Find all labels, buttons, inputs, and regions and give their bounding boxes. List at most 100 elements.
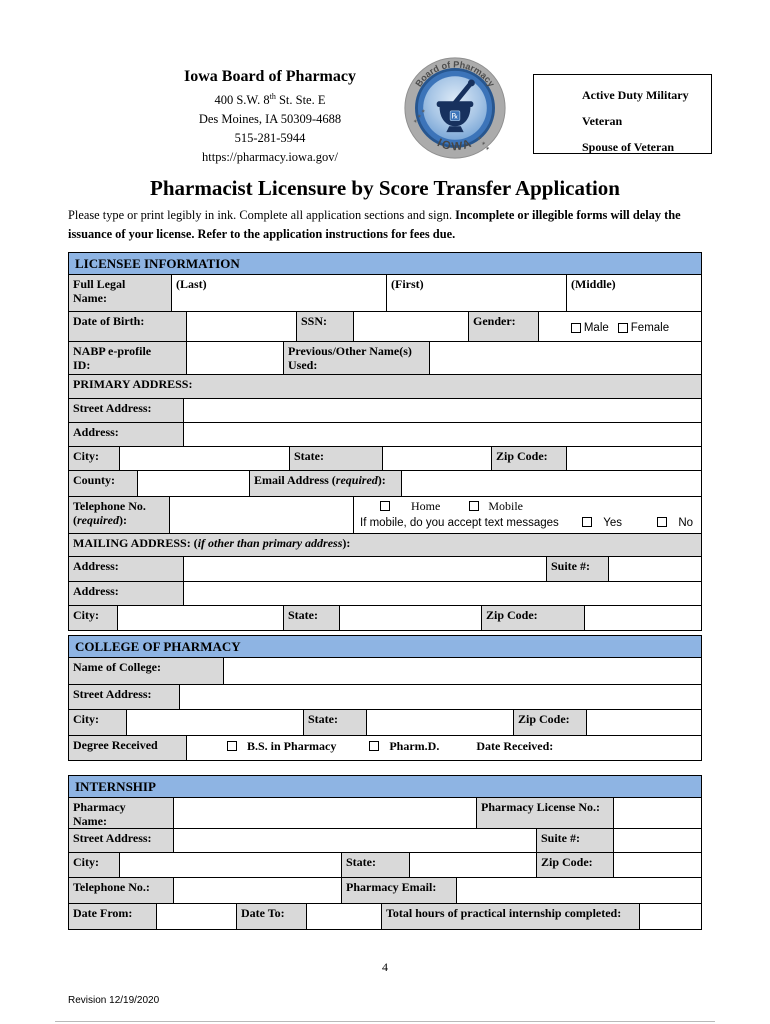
college-name-label: Name of College: xyxy=(69,658,223,684)
military-option-spouse: Spouse of Veteran xyxy=(582,140,675,154)
internship-city-input[interactable] xyxy=(119,853,341,877)
revision-note: Revision 12/19/2020 xyxy=(68,995,160,1006)
pharmacy-license-input[interactable] xyxy=(613,798,701,828)
total-hours-input[interactable] xyxy=(639,904,701,929)
female-checkbox[interactable] xyxy=(617,322,628,333)
bs-pharmacy-label: B.S. in Pharmacy xyxy=(247,739,337,753)
total-hours-label: Total hours of practical internship comp… xyxy=(381,904,639,929)
date-to-label: Date To: xyxy=(236,904,306,929)
degree-options-cell: B.S. in Pharmacy Pharm.D. Date Received: xyxy=(186,736,701,760)
pharmacy-name-input[interactable] xyxy=(173,798,476,828)
mailing-address-input[interactable] xyxy=(183,557,546,581)
last-name-input[interactable]: (Last) xyxy=(171,275,386,311)
mailing-address-band: MAILING ADDRESS: (if other than primary … xyxy=(69,533,701,556)
org-name: Iowa Board of Pharmacy xyxy=(184,68,356,85)
military-status-box: Active Duty Military Veteran Spouse of V… xyxy=(533,74,712,154)
internship-suite-input[interactable] xyxy=(613,829,701,852)
internship-phone-input[interactable] xyxy=(173,878,341,903)
full-legal-name-label: Full Legal Name: xyxy=(69,275,171,311)
text-yes-checkbox[interactable] xyxy=(582,517,592,527)
male-checkbox[interactable] xyxy=(570,322,581,333)
internship-suite-label: Suite #: xyxy=(536,829,613,852)
nabp-id-input[interactable] xyxy=(186,342,283,374)
female-label: Female xyxy=(630,321,670,334)
date-from-input[interactable] xyxy=(156,904,236,929)
org-phone: 515-281-5944 xyxy=(234,131,306,146)
primary-city-label: City: xyxy=(69,447,119,470)
mailing-state-label: State: xyxy=(283,606,339,630)
internship-street-input[interactable] xyxy=(173,829,536,852)
home-label: Home xyxy=(411,499,441,513)
date-received-label: Date Received: xyxy=(476,739,554,753)
previous-names-label: Previous/Other Name(s) Used: xyxy=(283,342,429,374)
text-no-label: No xyxy=(678,517,694,529)
gender-label: Gender: xyxy=(468,312,538,341)
primary-address2-input[interactable] xyxy=(183,423,701,446)
page-divider xyxy=(55,1021,715,1022)
college-street-input[interactable] xyxy=(179,685,701,709)
home-checkbox[interactable] xyxy=(380,501,390,511)
mailing-zip-input[interactable] xyxy=(584,606,701,630)
primary-street-label: Street Address: xyxy=(69,399,183,422)
mobile-label: Mobile xyxy=(488,499,523,513)
pharmd-label: Pharm.D. xyxy=(389,739,440,753)
mailing-state-input[interactable] xyxy=(339,606,481,630)
telephone-type-cell: Home Mobile If mobile, do you accept tex… xyxy=(353,497,701,533)
telephone-label: Telephone No. (required): xyxy=(69,497,169,533)
mobile-checkbox[interactable] xyxy=(469,501,480,511)
county-input[interactable] xyxy=(137,471,249,496)
mailing-city-input[interactable] xyxy=(117,606,283,630)
pharmacy-board-seal-icon: ℞ Board of Pharmacy IOWA ✶ ✶ ✶ ✶ ✶ ✶ xyxy=(404,57,506,159)
college-street-label: Street Address: xyxy=(69,685,179,709)
college-zip-input[interactable] xyxy=(586,710,701,735)
pharmacy-email-label: Pharmacy Email: xyxy=(341,878,456,903)
middle-name-input[interactable]: (Middle) xyxy=(566,275,701,311)
org-address-line1: 400 S.W. 8th St. Ste. E xyxy=(214,92,326,108)
internship-state-input[interactable] xyxy=(409,853,536,877)
mailing-address2-input[interactable] xyxy=(183,582,701,605)
pharmacy-email-input[interactable] xyxy=(456,878,701,903)
text-message-question: If mobile, do you accept text messages xyxy=(360,517,559,529)
email-input[interactable] xyxy=(401,471,701,496)
degree-received-label: Degree Received xyxy=(69,736,186,760)
text-no-checkbox[interactable] xyxy=(657,517,668,527)
college-name-input[interactable] xyxy=(223,658,701,684)
ssn-input[interactable] xyxy=(353,312,468,341)
org-address-line2: Des Moines, IA 50309-4688 xyxy=(198,112,342,127)
county-label: County: xyxy=(69,471,137,496)
svg-text:℞: ℞ xyxy=(452,112,459,121)
text-yes-label: Yes xyxy=(603,517,622,529)
mailing-address2-label: Address: xyxy=(69,582,183,605)
nabp-id-label: NABP e-profile ID: xyxy=(69,342,186,374)
internship-street-label: Street Address: xyxy=(69,829,173,852)
previous-names-input[interactable] xyxy=(429,342,701,374)
college-state-label: State: xyxy=(303,710,366,735)
section-internship: INTERNSHIP Pharmacy Name: Pharmacy Licens… xyxy=(68,775,702,930)
primary-zip-input[interactable] xyxy=(566,447,701,470)
date-from-label: Date From: xyxy=(69,904,156,929)
mailing-suite-input[interactable] xyxy=(608,557,701,581)
internship-city-label: City: xyxy=(69,853,119,877)
dob-input[interactable] xyxy=(186,312,296,341)
primary-city-input[interactable] xyxy=(119,447,289,470)
college-city-input[interactable] xyxy=(126,710,303,735)
college-state-input[interactable] xyxy=(366,710,513,735)
email-label: Email Address (required): xyxy=(249,471,401,496)
licensee-section-header: LICENSEE INFORMATION xyxy=(69,253,701,274)
primary-state-input[interactable] xyxy=(382,447,491,470)
internship-state-label: State: xyxy=(341,853,409,877)
military-option-active-duty: Active Duty Military xyxy=(582,88,689,102)
first-name-input[interactable]: (First) xyxy=(386,275,566,311)
letterhead: Iowa Board of Pharmacy 400 S.W. 8th St. … xyxy=(140,66,400,167)
date-to-input[interactable] xyxy=(306,904,381,929)
primary-street-input[interactable] xyxy=(183,399,701,422)
dob-label: Date of Birth: xyxy=(69,312,186,341)
bs-pharmacy-checkbox[interactable] xyxy=(227,741,237,751)
telephone-input[interactable] xyxy=(169,497,353,533)
pharmd-checkbox[interactable] xyxy=(369,741,380,751)
internship-zip-input[interactable] xyxy=(613,853,701,877)
page-number: 4 xyxy=(382,960,388,974)
primary-zip-label: Zip Code: xyxy=(491,447,566,470)
male-label: Male xyxy=(583,321,609,334)
org-url[interactable]: https://pharmacy.iowa.gov/ xyxy=(202,150,338,165)
